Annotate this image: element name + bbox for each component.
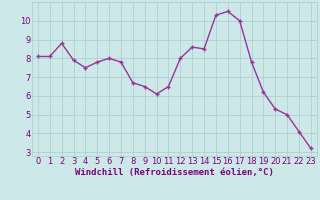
X-axis label: Windchill (Refroidissement éolien,°C): Windchill (Refroidissement éolien,°C): [75, 168, 274, 177]
